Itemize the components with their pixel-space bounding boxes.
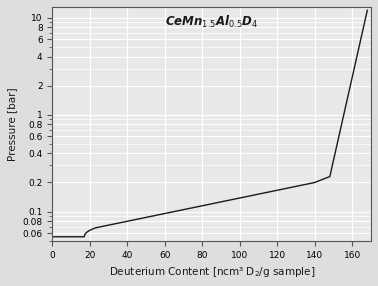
Text: CeMn$_{1.5}$Al$_{0.5}$D$_4$: CeMn$_{1.5}$Al$_{0.5}$D$_4$ [165,14,259,30]
Y-axis label: Pressure [bar]: Pressure [bar] [7,87,17,161]
X-axis label: Deuterium Content [ncm³ D$_2$/g sample]: Deuterium Content [ncm³ D$_2$/g sample] [108,265,315,279]
